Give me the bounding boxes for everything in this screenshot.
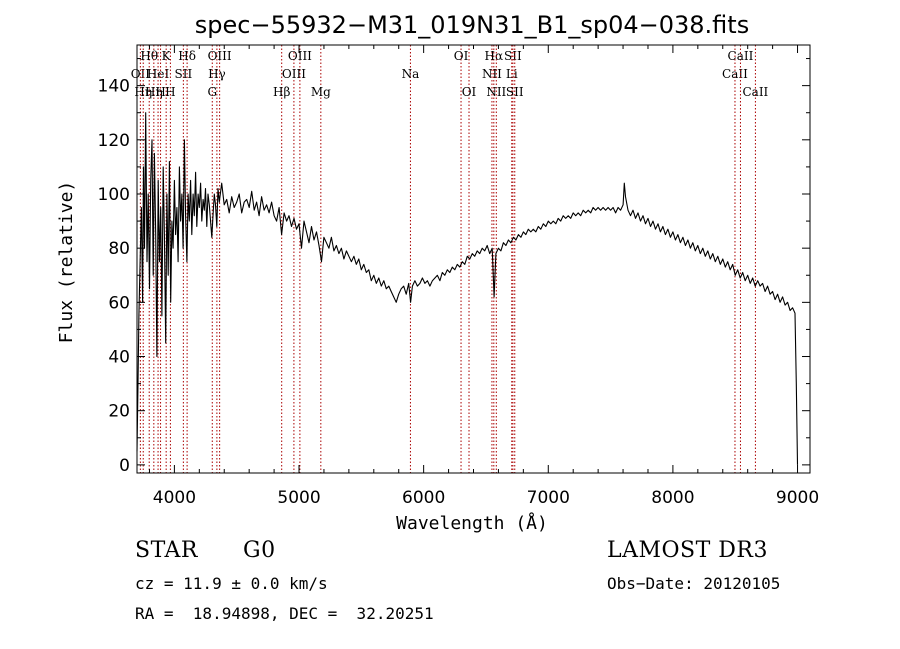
y-axis: 0 20 40 60 80 100 120 140 xyxy=(98,58,810,476)
series-line-flux xyxy=(136,112,799,465)
x-tick-label: 5000 xyxy=(277,488,320,508)
marker-label: Hθ xyxy=(140,49,158,63)
y-tick-label: 20 xyxy=(108,402,130,422)
marker-label: CaII xyxy=(722,67,748,81)
x-tick-label: 7000 xyxy=(527,488,570,508)
x-tick-label: 4000 xyxy=(153,488,196,508)
marker-label: SII xyxy=(175,67,193,81)
marker-label: Hδ xyxy=(178,49,196,63)
y-tick-label: 100 xyxy=(98,185,130,205)
survey-name: LAMOST DR3 xyxy=(607,538,768,563)
marker-label: H xyxy=(165,85,175,99)
marker-label: Li xyxy=(506,67,518,81)
chart-title: spec−55932−M31_019N31_B1_sp04−038.fits xyxy=(195,11,749,39)
x-axis: 4000 5000 6000 7000 8000 9000 xyxy=(148,45,819,508)
marker-label: Mg xyxy=(311,85,331,99)
marker-label: OI xyxy=(462,85,477,99)
marker-label: Hγ xyxy=(208,67,226,81)
marker-label: Hβ xyxy=(273,85,290,99)
y-tick-label: 80 xyxy=(108,239,130,259)
marker-label: CaII xyxy=(742,85,768,99)
object-subclass: G0 xyxy=(243,538,276,563)
y-tick-label: 60 xyxy=(108,293,130,313)
redshift-value: cz = 11.9 ± 0.0 km/s xyxy=(135,574,328,593)
marker-label: OIII xyxy=(282,67,306,81)
spectral-line-markers: OIIHηHθHηHeIHKHSIIHδGHγOIIIHβOIIIOIIIMgN… xyxy=(131,45,769,473)
object-class: STAR xyxy=(135,538,198,563)
marker-label: OIII xyxy=(208,49,232,63)
marker-label: OI xyxy=(454,49,469,63)
marker-label: CaII xyxy=(728,49,754,63)
y-tick-label: 120 xyxy=(98,131,130,151)
flux-series xyxy=(136,112,799,465)
marker-label: G xyxy=(207,85,217,99)
y-tick-label: 40 xyxy=(108,348,130,368)
y-tick-label: 140 xyxy=(98,77,130,97)
marker-label: NII xyxy=(482,67,502,81)
marker-label: OIII xyxy=(288,49,312,63)
marker-label: SII xyxy=(506,85,524,99)
marker-label: Hη xyxy=(134,85,152,99)
coordinates: RA = 18.94898, DEC = 32.20251 xyxy=(135,604,434,623)
x-axis-label: Wavelength (Å) xyxy=(396,512,548,534)
x-tick-label: 9000 xyxy=(776,488,819,508)
marker-label: H xyxy=(155,85,165,99)
x-tick-label: 6000 xyxy=(402,488,445,508)
obs-date: Obs−Date: 20120105 xyxy=(607,574,781,593)
marker-label: NII xyxy=(486,85,506,99)
y-tick-label: 0 xyxy=(119,456,130,476)
plot-frame xyxy=(136,44,811,474)
x-tick-label: 8000 xyxy=(651,488,694,508)
marker-label: SII xyxy=(504,49,522,63)
marker-label: HeI xyxy=(147,67,170,81)
marker-label: Hα xyxy=(485,49,504,63)
marker-label: Na xyxy=(402,67,420,81)
y-axis-label: Flux (relative) xyxy=(56,181,77,344)
marker-label: K xyxy=(162,49,172,63)
marker-label: OII xyxy=(131,67,151,81)
